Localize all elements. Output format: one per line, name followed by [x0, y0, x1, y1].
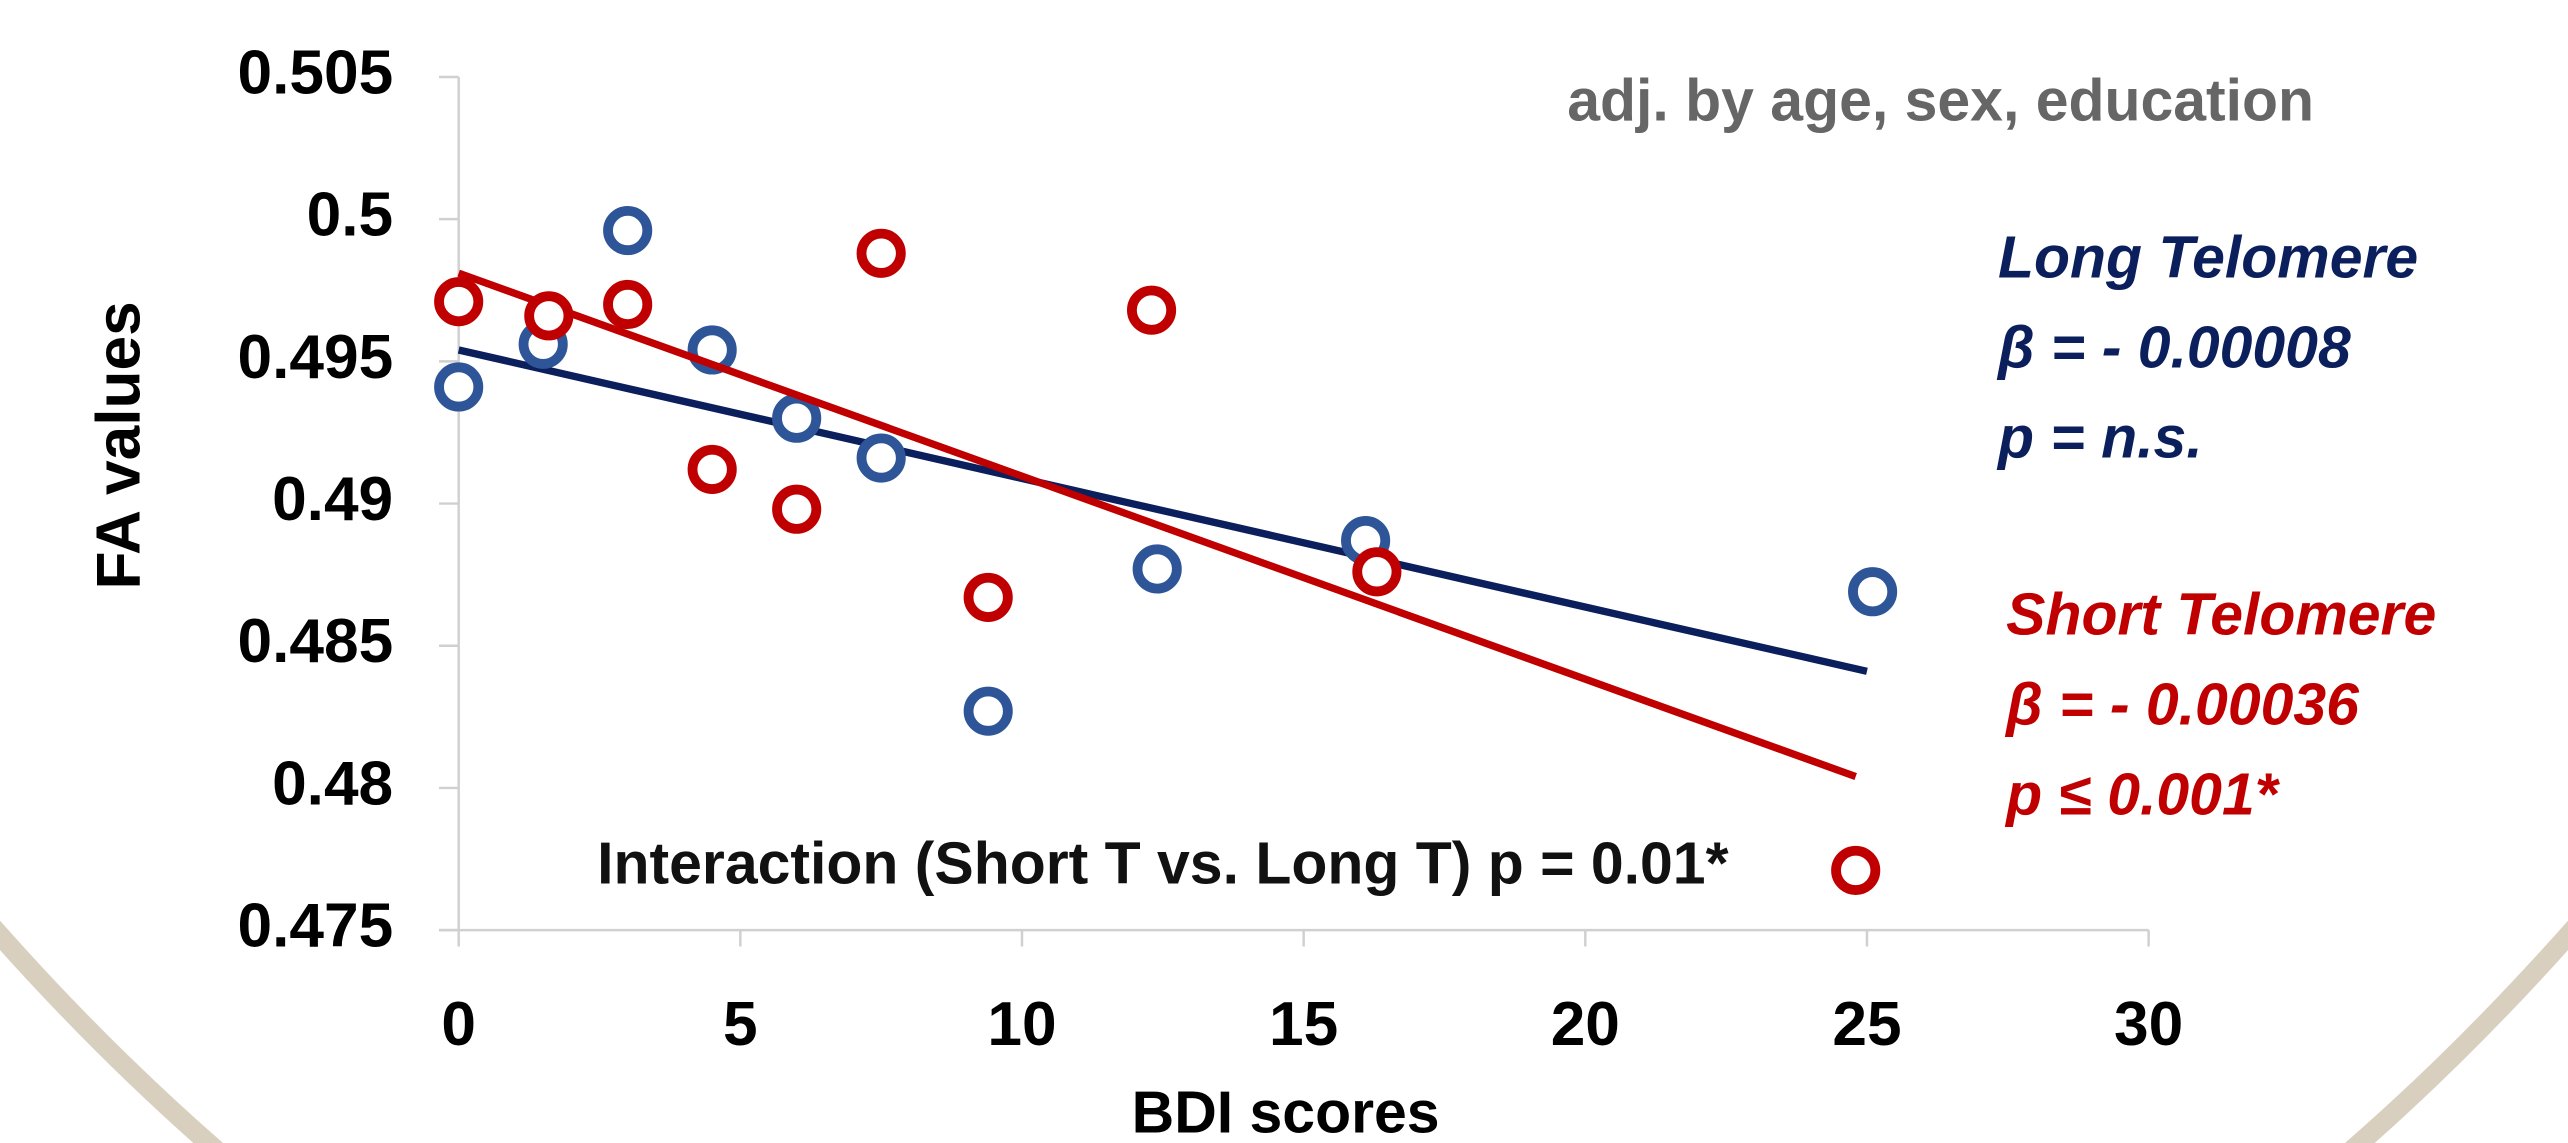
legend-label: Long Telomere — [1998, 226, 2418, 291]
point — [434, 362, 484, 412]
y-tick-label: 0.48 — [272, 749, 393, 818]
y-tick-label: 0.485 — [237, 607, 393, 676]
y-tick-label: 0.475 — [237, 892, 393, 961]
point — [963, 686, 1013, 736]
stat-label: p = n.s. — [1996, 406, 2203, 471]
point — [963, 572, 1013, 622]
y-tick-label: 0.505 — [237, 38, 393, 107]
x-tick-label: 25 — [1832, 990, 1901, 1059]
point — [687, 444, 737, 494]
decor-arc — [2344, 920, 2568, 1143]
point — [856, 228, 906, 278]
x-tick-label: 10 — [987, 990, 1056, 1059]
decor-arc — [0, 920, 224, 1143]
stat-label: β = - 0.00036 — [2004, 673, 2360, 738]
point — [856, 433, 906, 483]
annotation: Interaction (Short T vs. Long T) p = 0.0… — [597, 831, 1728, 896]
point — [1831, 845, 1881, 895]
x-axis-title: BDI scores — [1132, 1080, 1440, 1143]
x-tick-label: 15 — [1269, 990, 1338, 1059]
point — [524, 291, 574, 341]
point — [772, 484, 822, 534]
y-tick-label: 0.5 — [307, 181, 394, 250]
x-tick-label: 5 — [723, 990, 758, 1059]
point — [1848, 567, 1898, 617]
y-tick-label: 0.495 — [237, 323, 393, 392]
y-tick-label: 0.49 — [272, 465, 393, 534]
trend-line — [457, 346, 1868, 675]
annotation: adj. by age, sex, education — [1567, 68, 2314, 133]
point — [1126, 285, 1177, 335]
point — [1132, 544, 1182, 594]
trend-line — [457, 269, 1857, 781]
x-tick-label: 0 — [441, 990, 476, 1059]
stat-label: β = - 0.00008 — [1996, 316, 2351, 381]
point — [603, 279, 653, 330]
point — [603, 205, 653, 256]
point — [434, 277, 484, 327]
stat-label: p ≤ 0.001* — [2004, 763, 2281, 828]
x-tick-label: 20 — [1551, 990, 1620, 1059]
legend-label: Short Telomere — [2006, 583, 2436, 648]
x-tick-label: 30 — [2114, 990, 2183, 1059]
point — [772, 393, 822, 443]
y-axis-title: FA values — [84, 301, 153, 589]
point — [1352, 547, 1402, 597]
